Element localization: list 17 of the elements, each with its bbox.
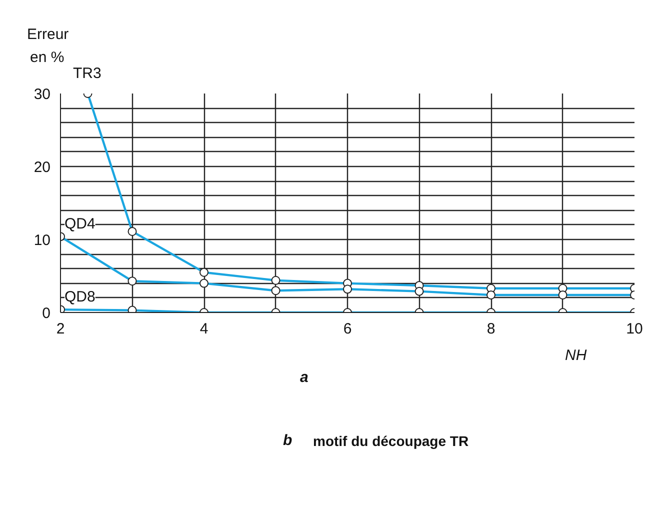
- text: motif du découpage TR: [313, 433, 469, 449]
- x-tick-label: 4: [200, 320, 208, 338]
- text: a: [300, 369, 308, 386]
- x-tick-label: 6: [343, 320, 352, 338]
- series-label: QD4: [64, 216, 96, 233]
- x-tick-label: 10: [626, 320, 643, 338]
- y-tick-label: 20: [34, 159, 51, 176]
- text: b: [283, 432, 292, 449]
- series-label: TR3: [73, 65, 102, 82]
- x-axis-title: NH: [565, 347, 587, 364]
- y-tick-label: 0: [42, 305, 50, 322]
- x-tick-label: 8: [486, 320, 496, 338]
- x-tick-label: 2: [56, 320, 65, 338]
- series-label: QD8: [64, 288, 96, 306]
- y-tick-label: 10: [34, 232, 51, 249]
- y-tick-label: 30: [34, 86, 51, 103]
- y-axis-title: Erreur en %: [27, 26, 69, 66]
